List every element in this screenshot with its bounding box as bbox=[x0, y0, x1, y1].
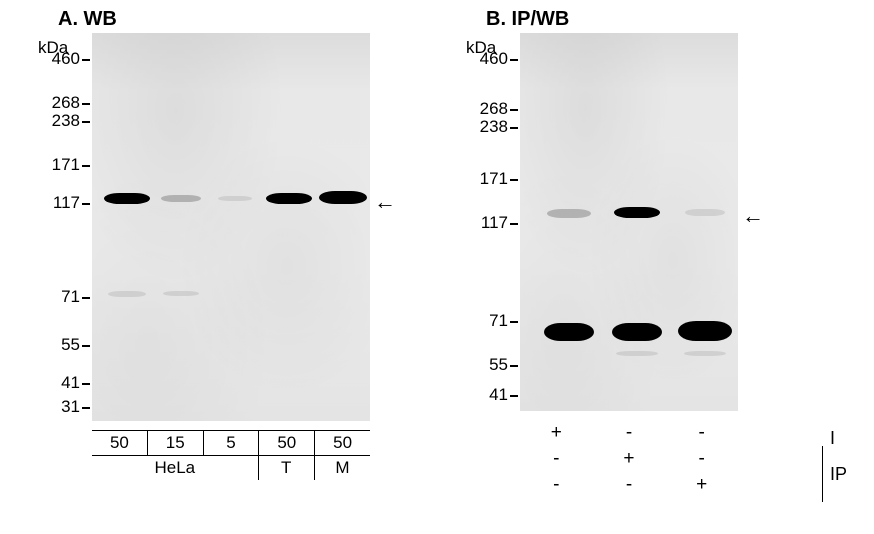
marker-tick bbox=[510, 109, 518, 111]
band bbox=[319, 191, 367, 204]
ip-cell: - bbox=[672, 448, 732, 470]
ip-cell: + bbox=[672, 474, 732, 496]
marker-tick bbox=[82, 383, 90, 385]
marker-tick bbox=[510, 321, 518, 323]
band bbox=[266, 193, 312, 204]
blot-b-area: 460268238171117715541 ← bbox=[520, 33, 850, 411]
marker-label: 55 bbox=[466, 355, 508, 375]
ip-cell: - bbox=[599, 422, 659, 444]
marker-tick bbox=[510, 127, 518, 129]
panel-b-arrow: ← bbox=[742, 205, 764, 227]
marker-label: 268 bbox=[466, 99, 508, 119]
marker-tick bbox=[510, 179, 518, 181]
ip-cell: + bbox=[599, 448, 659, 470]
band bbox=[544, 323, 594, 341]
band bbox=[612, 323, 662, 341]
lane-load-cell: 5 bbox=[204, 431, 260, 455]
marker-tick bbox=[82, 103, 90, 105]
ip-row: --+ bbox=[520, 472, 738, 498]
legend-i: I bbox=[830, 428, 835, 449]
lane-load-cell: 50 bbox=[259, 431, 315, 455]
marker-label: 41 bbox=[38, 373, 80, 393]
ip-cell: - bbox=[599, 474, 659, 496]
bracket-ip bbox=[822, 446, 823, 502]
band bbox=[616, 351, 658, 356]
marker-tick bbox=[510, 59, 518, 61]
panel-a-lane-labels: 501555050 HeLaTM bbox=[92, 430, 370, 480]
marker-label: 268 bbox=[38, 93, 80, 113]
band bbox=[684, 351, 726, 356]
marker-label: 171 bbox=[38, 155, 80, 175]
band bbox=[218, 196, 252, 201]
marker-label: 31 bbox=[38, 397, 80, 417]
marker-label: 71 bbox=[38, 287, 80, 307]
band bbox=[614, 207, 660, 218]
panel-b: B. IP/WB kDa 460268238171117715541 ← +--… bbox=[460, 8, 850, 411]
marker-label: 460 bbox=[466, 49, 508, 69]
band bbox=[104, 193, 150, 204]
ip-cell: + bbox=[526, 422, 586, 444]
marker-label: 238 bbox=[466, 117, 508, 137]
marker-tick bbox=[510, 395, 518, 397]
band bbox=[161, 195, 201, 202]
marker-label: 41 bbox=[466, 385, 508, 405]
marker-label: 460 bbox=[38, 49, 80, 69]
marker-label: 171 bbox=[466, 169, 508, 189]
marker-tick bbox=[510, 365, 518, 367]
lane-load-cell: 50 bbox=[92, 431, 148, 455]
legend-ip: IP bbox=[830, 464, 847, 485]
ip-row: +-- bbox=[520, 420, 738, 446]
marker-label: 71 bbox=[466, 311, 508, 331]
panel-a-arrow: ← bbox=[374, 191, 396, 213]
marker-tick bbox=[82, 121, 90, 123]
blot-b-image bbox=[520, 33, 738, 411]
sample-cell: M bbox=[315, 456, 370, 480]
sample-cell: HeLa bbox=[92, 456, 259, 480]
band bbox=[163, 291, 199, 296]
marker-label: 55 bbox=[38, 335, 80, 355]
marker-label: 117 bbox=[466, 213, 508, 233]
lane-samples-row: HeLaTM bbox=[92, 455, 370, 480]
band bbox=[547, 209, 591, 218]
sample-cell: T bbox=[259, 456, 315, 480]
band bbox=[678, 321, 732, 341]
marker-tick bbox=[82, 407, 90, 409]
marker-tick bbox=[82, 297, 90, 299]
ip-cell: - bbox=[526, 448, 586, 470]
ip-row: -+- bbox=[520, 446, 738, 472]
marker-tick bbox=[82, 59, 90, 61]
ip-cell: - bbox=[672, 422, 732, 444]
band bbox=[685, 209, 725, 216]
marker-tick bbox=[82, 203, 90, 205]
panel-b-lane-labels: +---+---+ bbox=[520, 420, 738, 498]
marker-label: 238 bbox=[38, 111, 80, 131]
band bbox=[108, 291, 146, 297]
ip-cell: - bbox=[526, 474, 586, 496]
marker-tick bbox=[510, 223, 518, 225]
blot-a-area: 46026823817111771554131 ← bbox=[92, 33, 422, 421]
blot-a-image bbox=[92, 33, 370, 421]
lane-load-cell: 50 bbox=[315, 431, 370, 455]
marker-tick bbox=[82, 165, 90, 167]
lane-load-cell: 15 bbox=[148, 431, 204, 455]
marker-tick bbox=[82, 345, 90, 347]
lane-loads-row: 501555050 bbox=[92, 430, 370, 455]
blot-a-texture bbox=[92, 33, 370, 421]
panel-a: A. WB kDa 46026823817111771554131 ← 5015… bbox=[32, 8, 422, 421]
marker-label: 117 bbox=[38, 193, 80, 213]
panel-a-title: A. WB bbox=[58, 8, 422, 31]
panel-b-title: B. IP/WB bbox=[486, 8, 850, 31]
